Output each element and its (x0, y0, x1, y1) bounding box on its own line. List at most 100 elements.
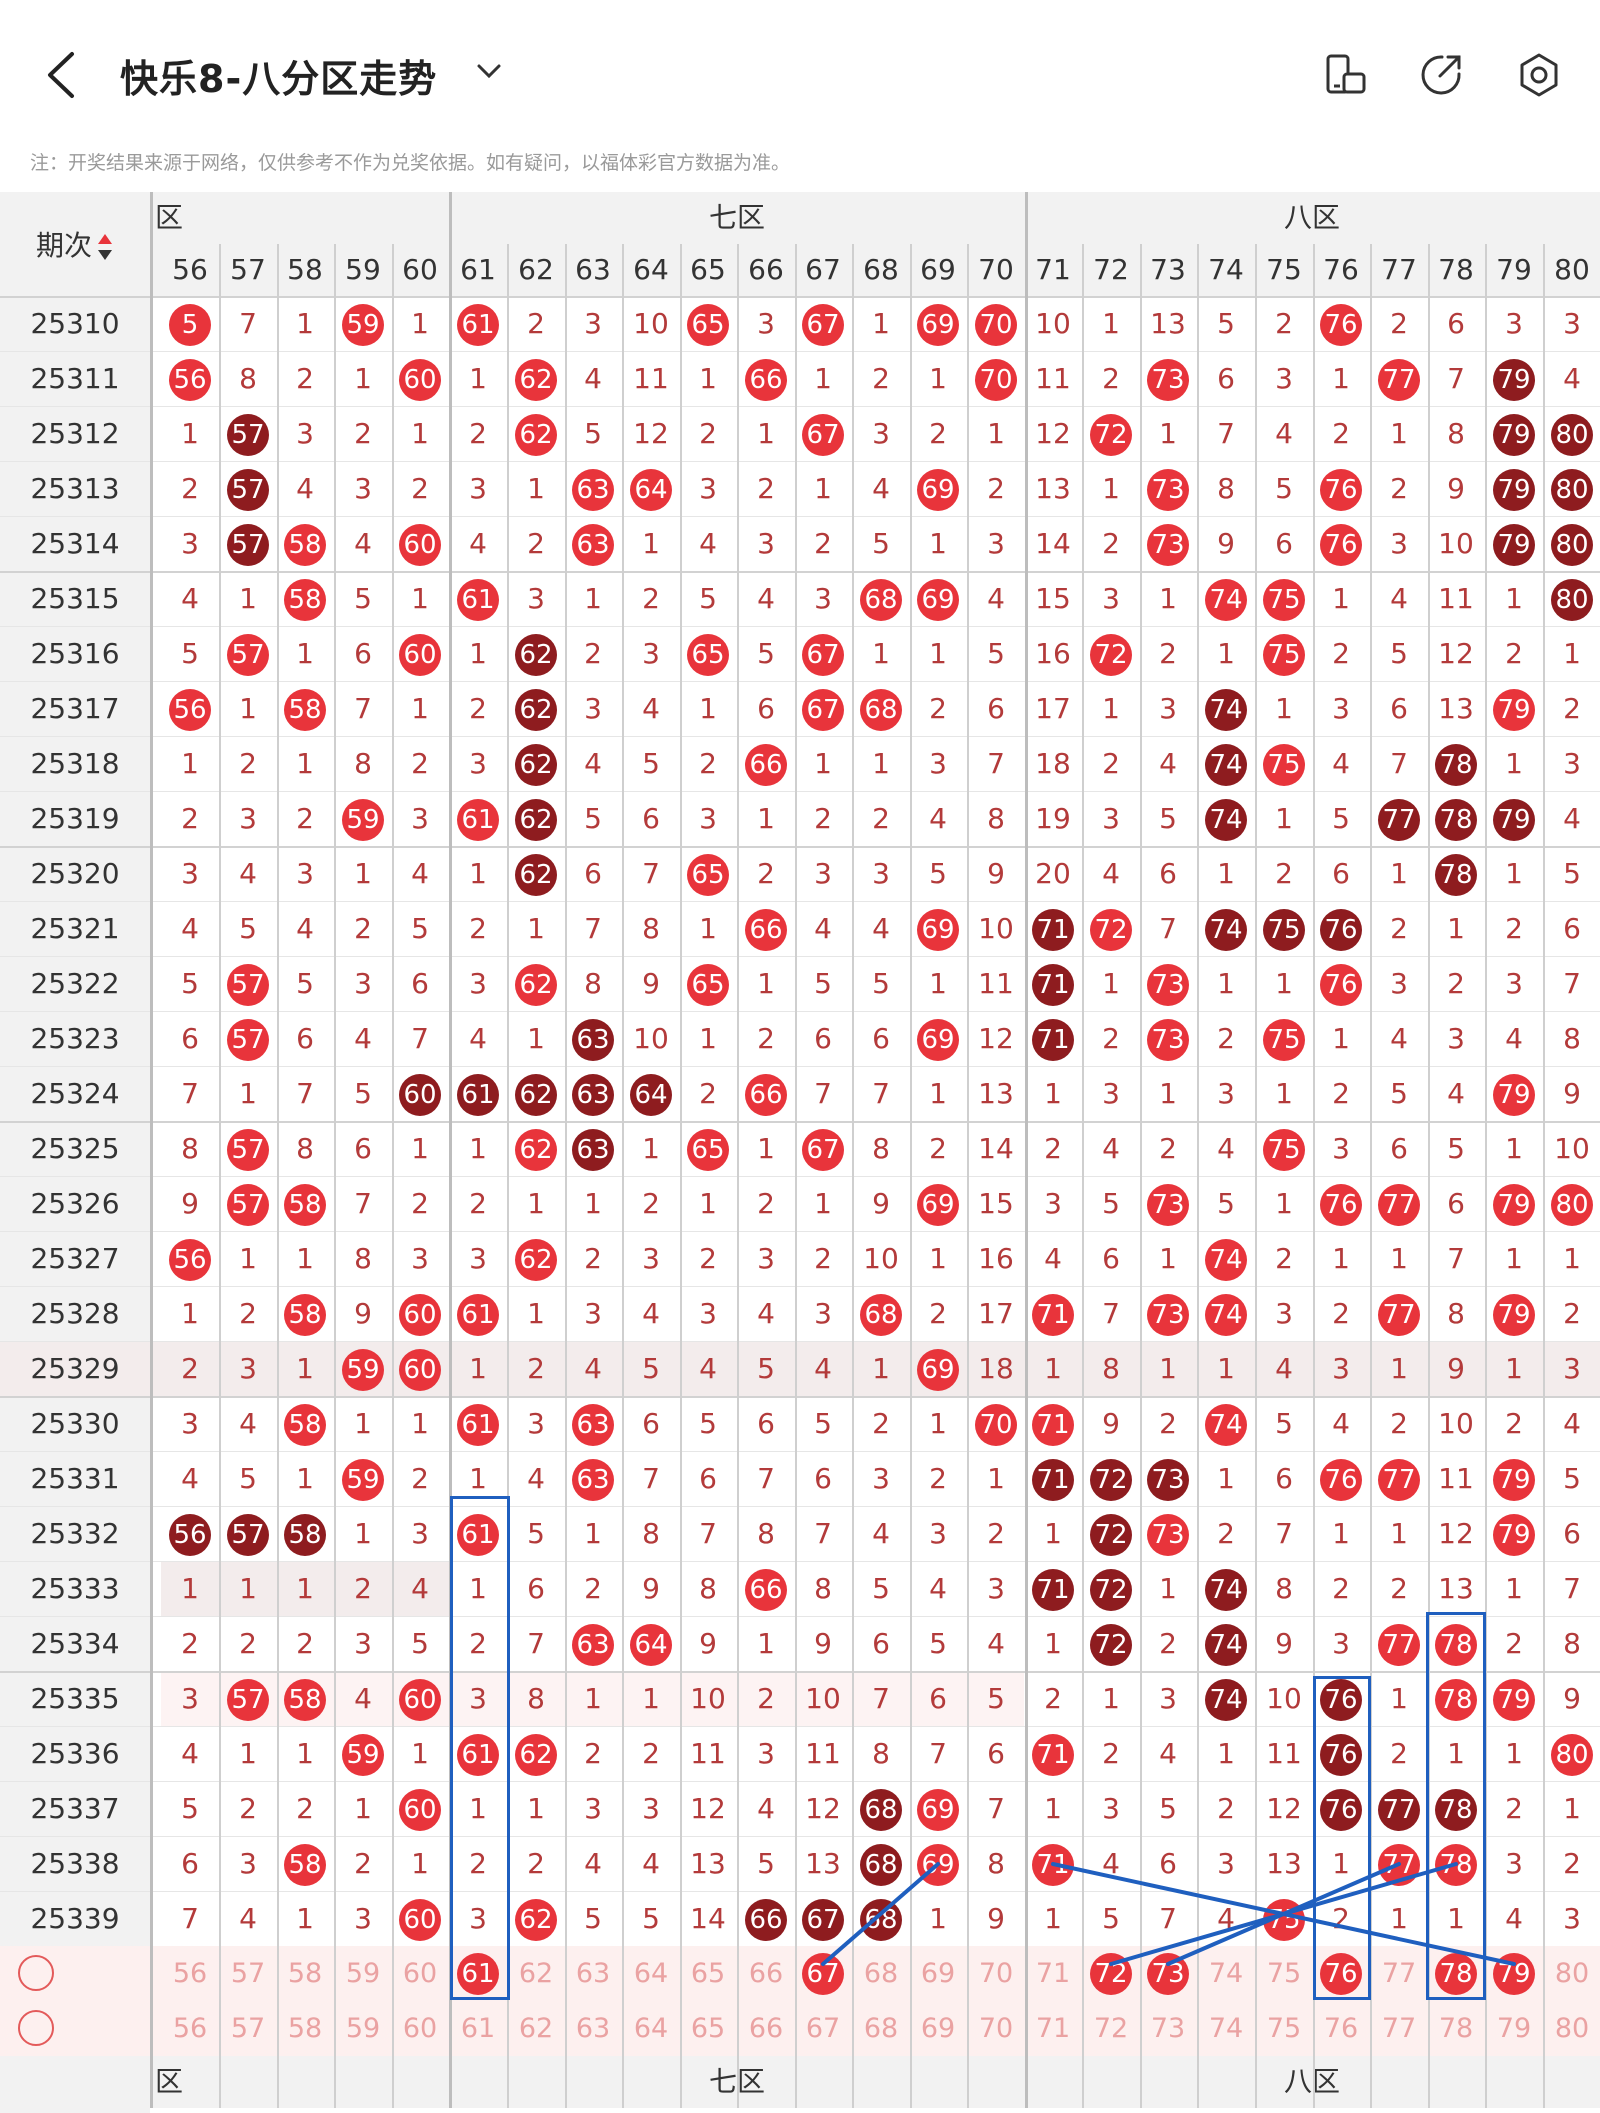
device-rotate-icon[interactable] (1322, 52, 1368, 98)
table-cell: 2 (1275, 857, 1293, 890)
table-cell: 4 (987, 582, 1005, 615)
select-cell[interactable]: 65 (690, 1958, 726, 1989)
select-cell[interactable]: 56 (172, 2013, 208, 2044)
select-cell[interactable]: 61 (460, 2013, 496, 2044)
issue-header[interactable]: 期次 (0, 220, 150, 272)
page-title[interactable]: 快乐8-八分区走势 (120, 57, 438, 101)
table-cell: 8 (814, 1572, 832, 1605)
select-cell[interactable]: 61 (449, 1946, 507, 2001)
number-ball: 61 (457, 1734, 499, 1776)
table-cell: 62 (507, 1891, 565, 1946)
picked-ball[interactable]: 79 (1493, 1953, 1535, 1995)
select-cell[interactable]: 74 (1208, 2013, 1244, 2044)
select-cell[interactable]: 60 (402, 1958, 438, 1989)
sort-updown-icon[interactable] (96, 232, 114, 262)
table-cell: 1 (296, 637, 314, 670)
select-cell[interactable]: 56 (172, 1958, 208, 1989)
select-cell[interactable]: 71 (1035, 1958, 1071, 1989)
table-cell: 1 (1159, 1352, 1177, 1385)
settings-icon[interactable] (1516, 52, 1562, 98)
table-cell: 5 (1275, 472, 1293, 505)
select-cell[interactable]: 73 (1139, 1946, 1197, 2001)
picked-ball[interactable]: 73 (1147, 1953, 1189, 1995)
select-cell[interactable]: 62 (518, 1958, 554, 1989)
select-cell[interactable]: 67 (805, 2013, 841, 2044)
select-cell[interactable]: 69 (920, 1958, 956, 1989)
select-cell[interactable]: 75 (1266, 2013, 1302, 2044)
select-radio[interactable] (18, 2009, 54, 2046)
select-cell[interactable]: 66 (748, 2013, 784, 2044)
picked-ball[interactable]: 61 (457, 1953, 499, 1995)
table-cell: 6 (181, 1847, 199, 1880)
row-divider (0, 351, 1600, 352)
select-cell[interactable]: 74 (1208, 1958, 1244, 1989)
select-cell[interactable]: 72 (1082, 1946, 1140, 2001)
select-cell[interactable]: 58 (287, 1958, 323, 1989)
table-cell: 1 (987, 417, 1005, 450)
select-cell[interactable]: 77 (1381, 1958, 1417, 1989)
select-cell[interactable]: 78 (1438, 2013, 1474, 2044)
select-cell[interactable]: 69 (920, 2013, 956, 2044)
select-cell[interactable]: 77 (1381, 2013, 1417, 2044)
number-ball: 57 (227, 1679, 269, 1721)
select-cell[interactable]: 62 (518, 2013, 554, 2044)
column-header-66: 66 (748, 253, 784, 286)
select-cell[interactable]: 64 (633, 2013, 669, 2044)
picked-ball[interactable]: 67 (802, 1953, 844, 1995)
select-cell[interactable]: 57 (230, 2013, 266, 2044)
column-divider (1484, 244, 1487, 2108)
table-cell: 64 (622, 1066, 680, 1121)
select-cell[interactable]: 68 (863, 2013, 899, 2044)
table-cell: 5 (929, 857, 947, 890)
row-divider (0, 296, 1600, 298)
select-cell[interactable]: 73 (1150, 2013, 1186, 2044)
table-cell: 5 (1159, 1792, 1177, 1825)
select-cell[interactable]: 63 (575, 1958, 611, 1989)
select-cell[interactable]: 70 (978, 1958, 1014, 1989)
select-cell[interactable]: 71 (1035, 2013, 1071, 2044)
table-cell: 65 (679, 1121, 737, 1176)
chevron-down-icon[interactable] (474, 56, 504, 86)
select-cell[interactable]: 57 (230, 1958, 266, 1989)
number-ball: 57 (227, 634, 269, 676)
table-cell: 4 (239, 1407, 257, 1440)
select-cell[interactable]: 80 (1554, 2013, 1590, 2044)
share-icon[interactable] (1418, 52, 1464, 98)
select-cell[interactable]: 65 (690, 2013, 726, 2044)
select-cell[interactable]: 79 (1496, 2013, 1532, 2044)
select-cell[interactable]: 63 (575, 2013, 611, 2044)
select-cell[interactable]: 60 (402, 2013, 438, 2044)
select-cell[interactable]: 58 (287, 2013, 323, 2044)
table-cell: 3 (584, 1792, 602, 1825)
table-cell: 60 (391, 626, 449, 681)
select-row-label[interactable]: 选号 (18, 1946, 68, 2099)
column-divider (909, 244, 912, 2108)
select-cell[interactable]: 66 (748, 1958, 784, 1989)
select-radio[interactable] (18, 1954, 54, 1991)
table-cell: 2 (699, 1242, 717, 1275)
select-cell[interactable]: 59 (345, 2013, 381, 2044)
picked-ball[interactable]: 72 (1090, 1953, 1132, 1995)
table-cell: 80 (1543, 516, 1600, 571)
table-cell: 6 (1563, 912, 1581, 945)
select-cell[interactable]: 70 (978, 2013, 1014, 2044)
table-cell: 12 (1266, 1792, 1302, 1825)
select-cell[interactable]: 64 (633, 1958, 669, 1989)
table-cell: 75 (1255, 1011, 1313, 1066)
zone-header-row: 区 七区 八区 (0, 192, 1600, 244)
chevron-left-icon[interactable] (40, 50, 84, 100)
trend-table[interactable]: 区七区 八区 56 57 58 59 60 61 62 63 64 65 66 67 68 69 70 71 72 7… (0, 192, 1600, 2113)
select-cell[interactable]: 68 (863, 1958, 899, 1989)
issue-number: 25334 (30, 1627, 120, 1660)
select-row-label[interactable]: 选号 (18, 2001, 68, 2099)
select-cell[interactable]: 80 (1554, 1958, 1590, 1989)
number-ball: 75 (1263, 909, 1305, 951)
select-cell[interactable]: 72 (1093, 2013, 1129, 2044)
select-cell[interactable]: 67 (794, 1946, 852, 2001)
table-cell: 3 (449, 1671, 507, 1726)
select-cell[interactable]: 75 (1266, 1958, 1302, 1989)
select-cell[interactable]: 79 (1485, 1946, 1543, 2001)
select-cell[interactable]: 59 (345, 1958, 381, 1989)
select-cell[interactable]: 76 (1323, 2013, 1359, 2044)
column-header-70: 70 (978, 253, 1014, 286)
